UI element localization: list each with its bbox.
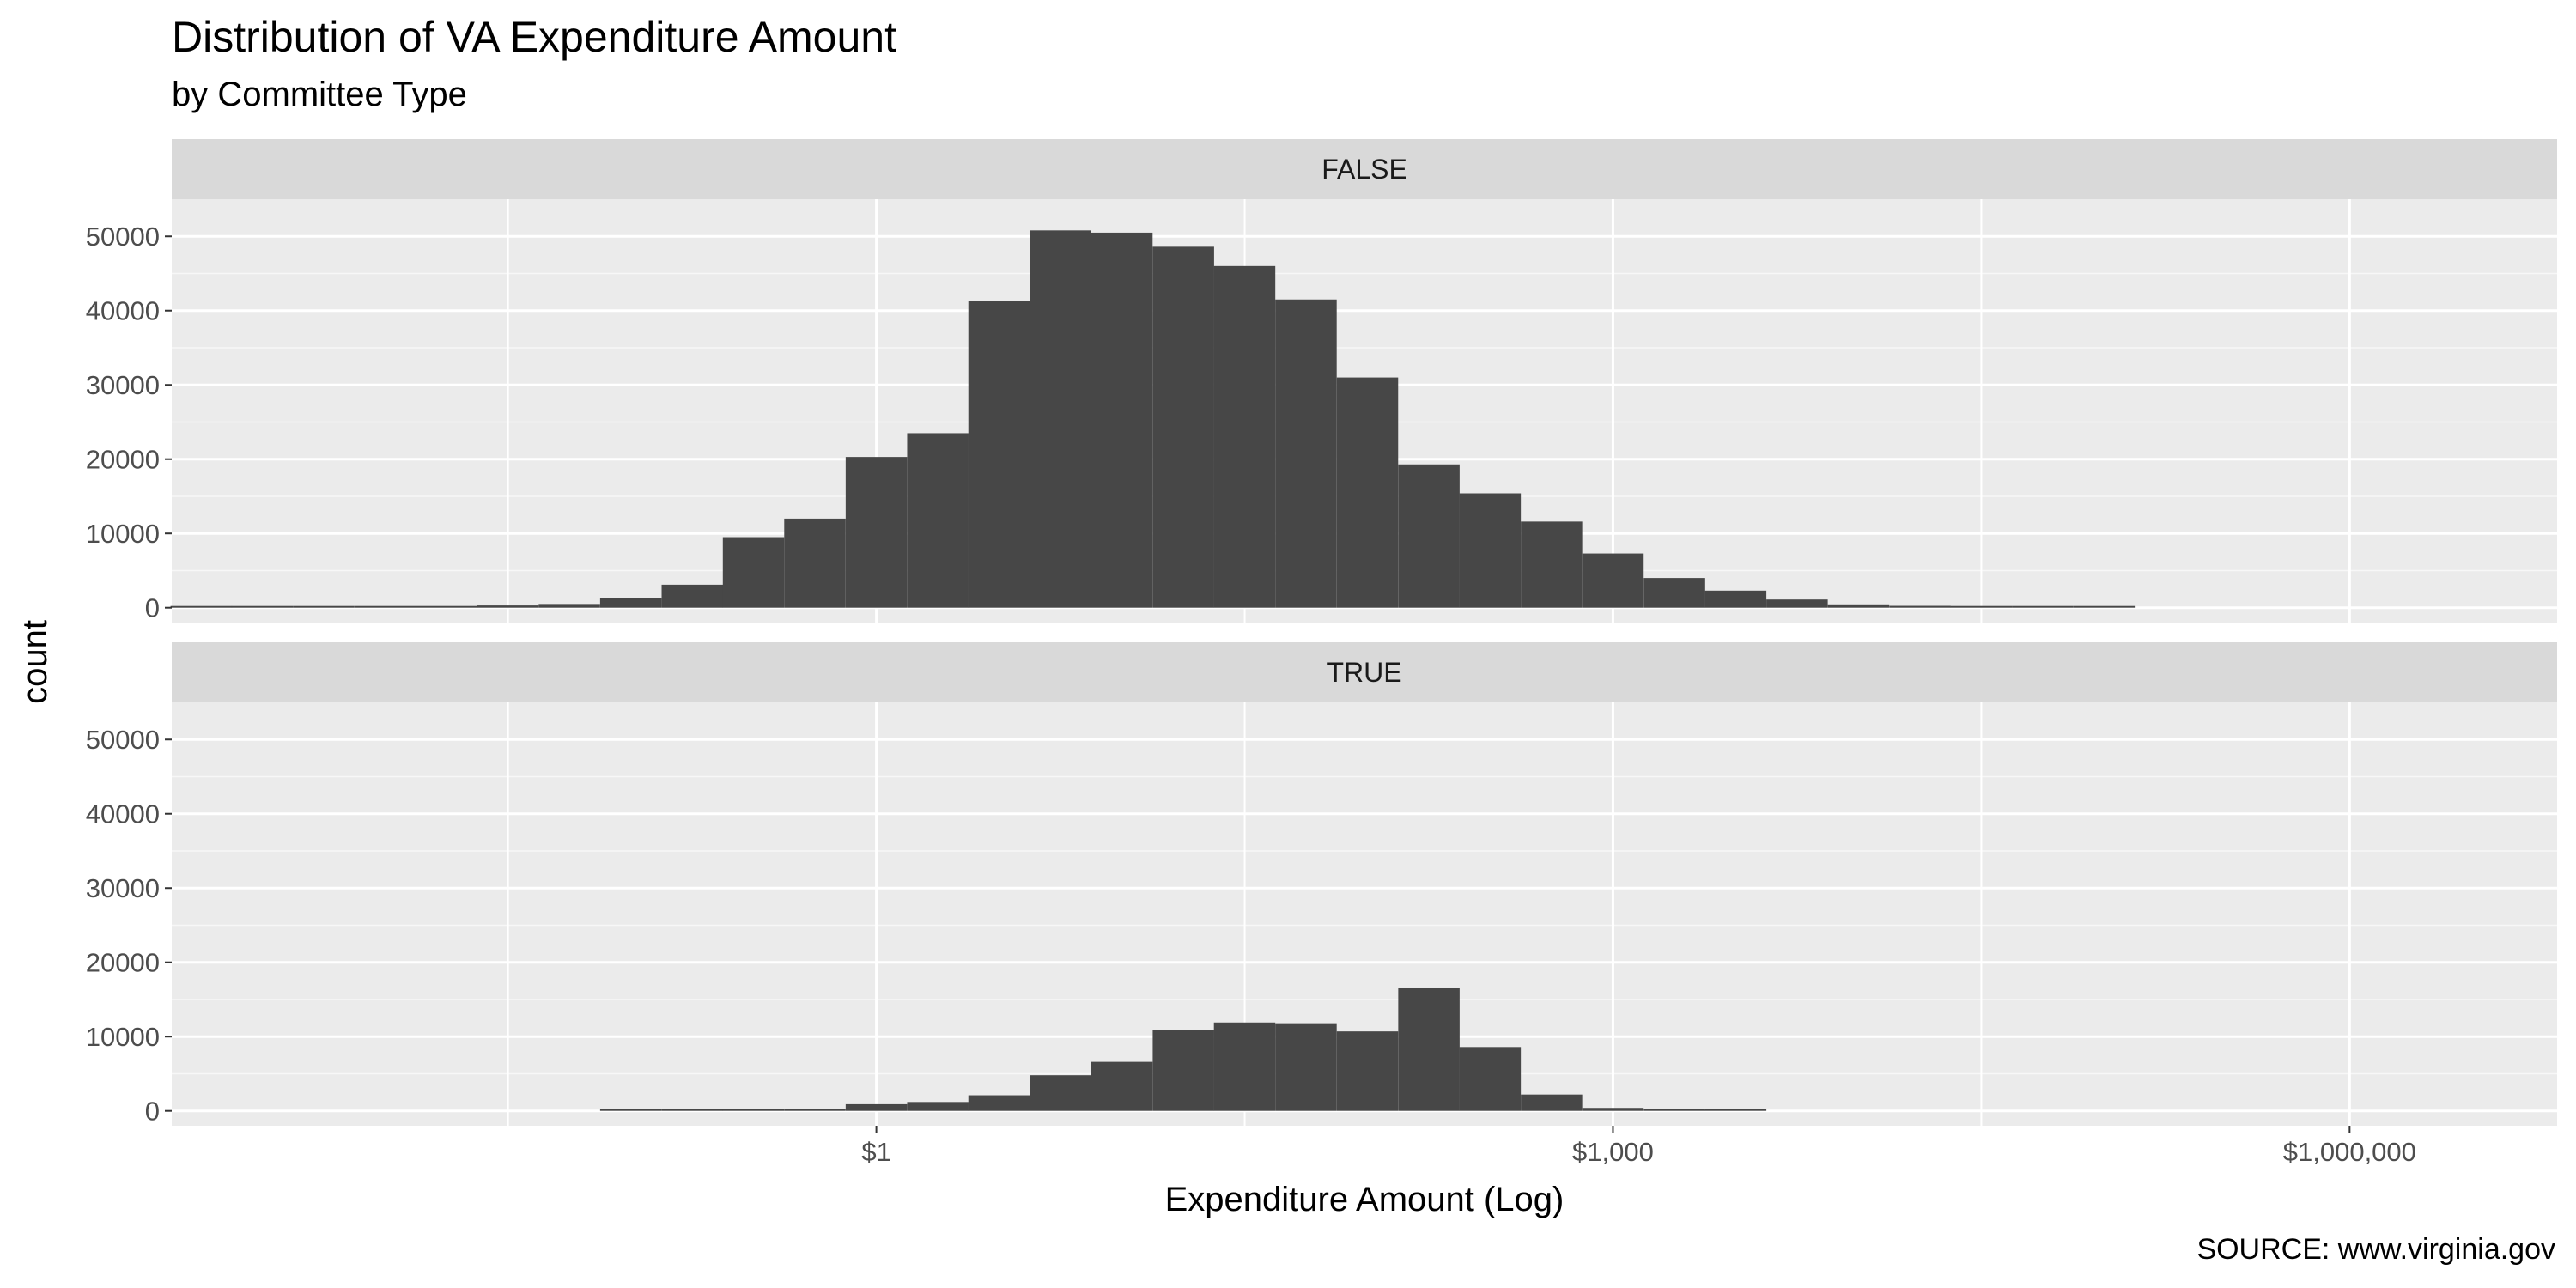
x-tick-label: $1,000 [1572, 1137, 1654, 1167]
histogram-bar [784, 518, 846, 608]
y-tick-label: 10000 [86, 1022, 160, 1052]
panel-true: TRUE 0 10000 20000 30000 40000 50000 [86, 642, 2557, 1127]
histogram-bar [845, 1103, 908, 1111]
histogram-bar [599, 1109, 662, 1111]
y-tick-label: 30000 [86, 873, 160, 903]
histogram-bar [1030, 1075, 1091, 1111]
histogram-bar [722, 537, 785, 608]
histogram-bar [1950, 605, 2013, 608]
histogram-bar [1582, 1108, 1644, 1111]
y-tick-label: 40000 [86, 296, 160, 326]
histogram-bar [354, 605, 416, 608]
histogram-bar [968, 301, 1030, 608]
histogram-bar [293, 605, 355, 608]
histogram-bar [1398, 464, 1460, 608]
histogram-bar [170, 605, 233, 608]
histogram-bar [599, 598, 662, 608]
histogram-bar [722, 1109, 785, 1111]
y-tick-label: 0 [145, 1097, 160, 1127]
y-tick-label: 30000 [86, 370, 160, 400]
histogram-bar [1152, 246, 1214, 608]
histogram-bar [968, 1095, 1030, 1111]
x-axis: $1 $1,000 $1,000,000 [861, 1126, 2416, 1167]
histogram-bar [1275, 1023, 1337, 1111]
chart-subtitle: by Committee Type [172, 76, 467, 113]
panel-false-bars [170, 230, 2136, 608]
histogram-bar [2012, 605, 2074, 608]
histogram-bar [1336, 1031, 1399, 1111]
histogram-bar [907, 1102, 969, 1111]
panel-true-bars [599, 987, 1767, 1111]
histogram-bar [1398, 987, 1460, 1111]
panel-true-strip-label: TRUE [1327, 657, 1401, 688]
panel-false: FALSE 0 10000 20000 30000 40000 50000 [86, 139, 2557, 623]
histogram-bar [1889, 605, 1951, 608]
histogram-bar [1766, 599, 1828, 608]
histogram-bar [477, 605, 539, 608]
histogram-bar [1521, 1094, 1583, 1111]
y-axis-title: count [16, 620, 54, 704]
histogram-bar [1459, 493, 1522, 608]
histogram-bar [1152, 1030, 1214, 1111]
source-caption: SOURCE: www.virginia.gov [2196, 1233, 2555, 1266]
panel-false-y-axis: 0 10000 20000 30000 40000 50000 [86, 222, 172, 623]
histogram-bar [1521, 521, 1583, 608]
y-tick-label: 50000 [86, 222, 160, 252]
y-tick-label: 20000 [86, 948, 160, 978]
y-tick-label: 20000 [86, 445, 160, 475]
y-tick-label: 10000 [86, 519, 160, 549]
histogram-bar [2073, 605, 2136, 608]
histogram-bar [1213, 1022, 1276, 1111]
histogram-bar [1275, 299, 1337, 608]
histogram-bar [1459, 1047, 1522, 1111]
histogram-bar [1827, 604, 1890, 608]
histogram-bar [1704, 590, 1767, 608]
panel-true-strip [172, 642, 2557, 702]
x-axis-title: Expenditure Amount (Log) [1165, 1181, 1564, 1218]
histogram-bar [784, 1109, 846, 1111]
panel-false-strip-label: FALSE [1321, 154, 1407, 185]
histogram-bar [1213, 265, 1276, 608]
panel-true-y-axis: 0 10000 20000 30000 40000 50000 [86, 725, 172, 1127]
chart-title: Distribution of VA Expenditure Amount [172, 13, 896, 61]
x-tick-label: $1,000,000 [2283, 1137, 2416, 1167]
histogram-bar [661, 584, 723, 608]
histogram-bar [231, 605, 294, 608]
histogram-bar [416, 605, 478, 608]
histogram-bar [907, 433, 969, 608]
histogram-bar [661, 1109, 723, 1111]
x-tick-label: $1 [861, 1137, 890, 1167]
histogram-bar [1091, 1061, 1153, 1111]
histogram-bar [1643, 578, 1705, 608]
histogram-bar [1336, 377, 1399, 608]
y-tick-label: 0 [145, 593, 160, 623]
histogram-bar [845, 457, 908, 608]
y-tick-label: 50000 [86, 725, 160, 755]
histogram-bar [1704, 1109, 1767, 1111]
histogram-bar [538, 604, 600, 608]
panel-false-strip [172, 139, 2557, 199]
histogram-bar [1582, 553, 1644, 608]
y-tick-label: 40000 [86, 799, 160, 829]
histogram-bar [1643, 1109, 1705, 1111]
histogram-bar [1030, 230, 1091, 608]
histogram-bar [1091, 232, 1153, 608]
